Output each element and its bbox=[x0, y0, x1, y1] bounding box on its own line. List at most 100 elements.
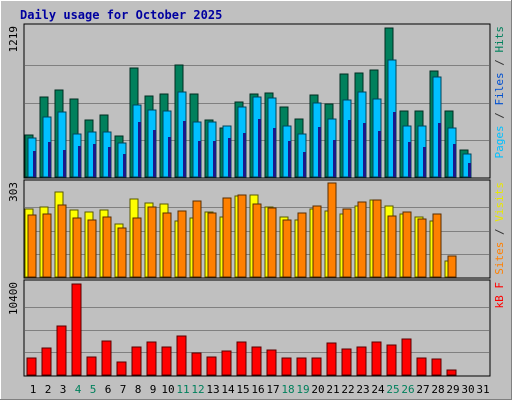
legend-entry: kB F bbox=[493, 282, 506, 309]
legend-entry: / bbox=[493, 222, 506, 242]
bar-kb-f bbox=[146, 341, 157, 376]
legend-entry: Visits bbox=[493, 182, 506, 222]
bar-pages bbox=[273, 128, 276, 177]
legend-label: kB F bbox=[493, 282, 506, 309]
x-tick-label: 21 bbox=[326, 383, 339, 396]
bar-kb-f bbox=[191, 352, 202, 376]
legend-entry: / bbox=[493, 53, 506, 73]
x-tick-label: 30 bbox=[461, 383, 474, 396]
y-max-label: 1219 bbox=[7, 26, 20, 53]
y-max-label: 303 bbox=[7, 182, 20, 202]
bar-sites bbox=[387, 215, 397, 278]
x-tick-label: 6 bbox=[105, 383, 112, 396]
bar-pages bbox=[93, 144, 96, 177]
bar-kb-f bbox=[446, 369, 457, 376]
bar-pages bbox=[468, 163, 471, 177]
bar-kb-f bbox=[86, 356, 97, 376]
legend-entry: Sites bbox=[493, 242, 506, 275]
bar-sites bbox=[117, 227, 127, 278]
x-tick-label: 8 bbox=[135, 383, 142, 396]
x-tick-label: 18 bbox=[281, 383, 294, 396]
bar-pages bbox=[138, 122, 141, 177]
bar-sites bbox=[177, 210, 187, 278]
bar-pages bbox=[123, 154, 126, 177]
bar-kb-f bbox=[41, 347, 52, 376]
bar-pages bbox=[363, 123, 366, 177]
legend-entry: Pages bbox=[493, 125, 506, 158]
bar-kb-f bbox=[236, 341, 247, 376]
bar-sites bbox=[357, 201, 367, 278]
bar-kb-f bbox=[431, 358, 442, 376]
legend-entry: Hits bbox=[493, 26, 506, 53]
bar-kb-f bbox=[116, 361, 127, 376]
bar-sites bbox=[282, 219, 292, 278]
bar-pages bbox=[213, 141, 216, 177]
x-tick-label: 25 bbox=[386, 383, 399, 396]
bar-pages bbox=[48, 142, 51, 177]
bar-sites bbox=[102, 216, 112, 278]
bar-pages bbox=[243, 133, 246, 177]
bar-sites bbox=[402, 211, 412, 278]
bar-sites bbox=[417, 218, 427, 278]
bar-kb-f bbox=[386, 344, 397, 376]
x-tick-label: 23 bbox=[356, 383, 369, 396]
bar-kb-f bbox=[356, 346, 367, 376]
x-tick-label: 17 bbox=[266, 383, 279, 396]
bar-kb-f bbox=[296, 357, 307, 376]
bar-kb-f bbox=[401, 338, 412, 376]
bar-sites bbox=[327, 182, 337, 278]
x-tick-label: 5 bbox=[90, 383, 97, 396]
bar-kb-f bbox=[56, 325, 67, 376]
bar-sites bbox=[252, 203, 262, 278]
bar-sites bbox=[447, 255, 457, 278]
bar-kb-f bbox=[311, 357, 322, 376]
bar-kb-f bbox=[101, 340, 112, 376]
bar-sites bbox=[147, 206, 157, 278]
bar-pages bbox=[348, 120, 351, 177]
bar-pages bbox=[393, 112, 396, 177]
bar-pages bbox=[108, 147, 111, 177]
bar-sites bbox=[192, 200, 202, 278]
bar-pages bbox=[288, 141, 291, 177]
bar-kb-f bbox=[206, 356, 217, 376]
bar-kb-f bbox=[161, 346, 172, 376]
bar-pages bbox=[378, 131, 381, 177]
bar-sites bbox=[312, 205, 322, 278]
panel-visits-sites: 303 Sites / Visits bbox=[7, 179, 506, 279]
bar-kb-f bbox=[371, 341, 382, 376]
bar-sites bbox=[237, 194, 247, 278]
bar-pages bbox=[168, 137, 171, 177]
y-max-label: 10400 bbox=[7, 282, 20, 315]
bar-pages bbox=[33, 151, 36, 177]
bar-sites bbox=[42, 213, 52, 278]
x-tick-label: 13 bbox=[206, 383, 219, 396]
x-tick-label: 16 bbox=[251, 383, 264, 396]
bar-kb-f bbox=[326, 342, 337, 376]
legend-label: Pages / Files / Hits bbox=[493, 26, 506, 159]
bar-pages bbox=[318, 127, 321, 177]
x-tick-label: 12 bbox=[191, 383, 204, 396]
x-tick-label: 3 bbox=[60, 383, 67, 396]
bar-kb-f bbox=[26, 357, 37, 376]
x-tick-label: 10 bbox=[161, 383, 174, 396]
bar-pages bbox=[408, 142, 411, 177]
x-tick-label: 22 bbox=[341, 383, 354, 396]
x-tick-label: 2 bbox=[45, 383, 52, 396]
bar-sites bbox=[162, 212, 172, 278]
x-tick-label: 24 bbox=[371, 383, 385, 396]
bar-sites bbox=[27, 214, 37, 278]
x-tick-label: 9 bbox=[150, 383, 157, 396]
chart-title: Daily usage for October 2025 bbox=[20, 8, 222, 22]
legend-entry: / bbox=[493, 106, 506, 126]
bar-kb-f bbox=[416, 357, 427, 376]
x-tick-label: 20 bbox=[311, 383, 324, 396]
x-tick-label: 15 bbox=[236, 383, 249, 396]
bar-pages bbox=[63, 150, 66, 177]
bar-pages bbox=[183, 121, 186, 177]
x-tick-label: 11 bbox=[176, 383, 189, 396]
bar-sites bbox=[432, 213, 442, 278]
bar-pages bbox=[228, 138, 231, 177]
bar-pages bbox=[438, 123, 441, 177]
x-tick-label: 7 bbox=[120, 383, 127, 396]
